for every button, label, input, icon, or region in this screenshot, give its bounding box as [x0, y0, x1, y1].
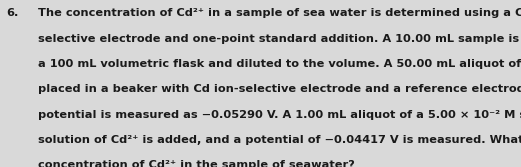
Text: solution of Cd²⁺ is added, and a potential of −0.04417 V is measured. What is th: solution of Cd²⁺ is added, and a potenti…: [38, 135, 521, 145]
Text: a 100 mL volumetric flask and diluted to the volume. A 50.00 mL aliquot of sampl: a 100 mL volumetric flask and diluted to…: [38, 59, 521, 69]
Text: potential is measured as −0.05290 V. A 1.00 mL aliquot of a 5.00 × 10⁻² M standa: potential is measured as −0.05290 V. A 1…: [38, 110, 521, 120]
Text: concentration of Cd²⁺ in the sample of seawater?: concentration of Cd²⁺ in the sample of s…: [38, 160, 354, 167]
Text: 6.: 6.: [6, 8, 19, 18]
Text: placed in a beaker with Cd ion-selective electrode and a reference electrode, an: placed in a beaker with Cd ion-selective…: [38, 84, 521, 94]
Text: selective electrode and one-point standard addition. A 10.00 mL sample is transf: selective electrode and one-point standa…: [38, 34, 521, 44]
Text: The concentration of Cd²⁺ in a sample of sea water is determined using a Cd ion-: The concentration of Cd²⁺ in a sample of…: [38, 8, 521, 18]
